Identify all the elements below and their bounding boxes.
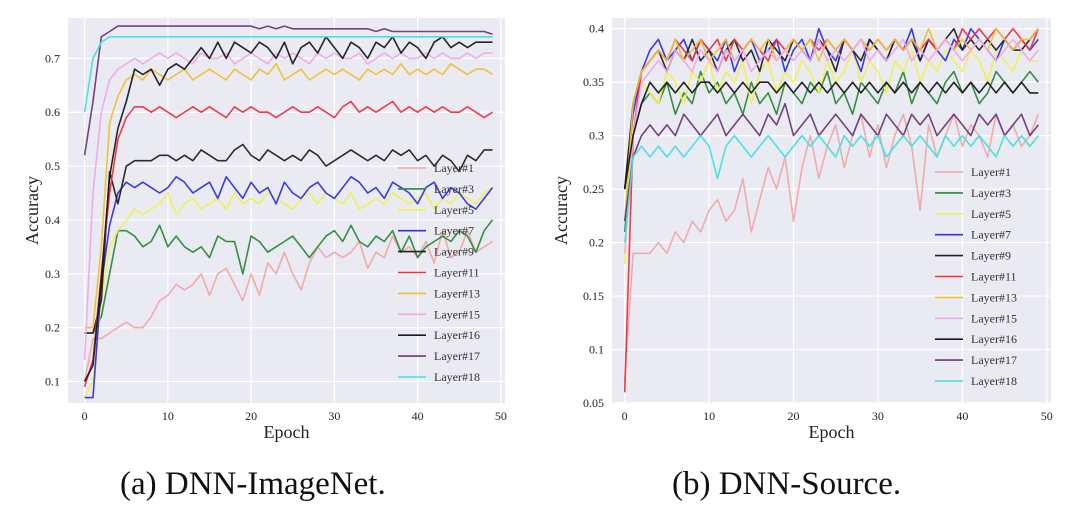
legend-label: Layer#16	[971, 332, 1017, 346]
x-tick-label: 20	[245, 409, 257, 423]
plot-area	[68, 18, 505, 403]
x-tick-label: 50	[1041, 409, 1053, 423]
series-line-10	[623, 102, 1039, 222]
y-axis-label: Accuracy	[22, 176, 42, 245]
series-line-7	[623, 27, 1039, 222]
y-tick-label: 0.3	[589, 129, 604, 143]
legend-label: Layer#5	[434, 203, 474, 217]
chart-2: 0 10 20 30 40 50 0.05 0.1 0.15 0.2 0.25 0.3 0.35 0.4 E…	[551, 18, 1053, 442]
x-tick-label: 0	[622, 409, 628, 423]
x-tick-label: 40	[412, 409, 424, 423]
series-line-10	[83, 25, 493, 156]
series-line-8	[623, 38, 1039, 254]
series-line-11	[623, 134, 1039, 243]
x-tick-label: 10	[703, 409, 715, 423]
y-axis-label: Accuracy	[551, 176, 571, 245]
y-tick-label: 0.6	[45, 105, 60, 119]
legend-label: Layer#18	[434, 370, 480, 384]
series-line-9	[83, 35, 493, 382]
series-line-7	[84, 62, 493, 329]
legend-label: Layer#3	[971, 186, 1011, 200]
series-line-6	[83, 100, 493, 388]
x-tick-label: 50	[495, 409, 507, 423]
legend-label: Layer#15	[971, 311, 1017, 325]
legend-label: Layer#18	[971, 374, 1017, 388]
legend-label: Layer#17	[434, 349, 480, 363]
x-tick-label: 20	[788, 409, 800, 423]
legend-label: Layer#9	[434, 245, 474, 259]
y-tick-label: 0.1	[45, 374, 60, 388]
legend-label: Layer#16	[434, 328, 480, 342]
legend-label: Layer#1	[434, 161, 474, 175]
y-tick-label: 0.05	[583, 396, 604, 410]
legend-label: Layer#3	[434, 182, 474, 196]
series-line-1	[623, 113, 1040, 382]
series-line-4	[84, 176, 494, 399]
y-tick-label: 0.4	[45, 213, 60, 227]
legend-label: Layer#7	[971, 228, 1011, 242]
series-line-3	[623, 49, 1039, 265]
series-line-5	[84, 143, 493, 334]
series-line-9	[623, 81, 1039, 190]
legend-label: Layer#13	[971, 290, 1017, 304]
legend-label: Layer#7	[434, 224, 474, 238]
x-axis-label: Epoch	[264, 422, 310, 442]
series-line-11	[83, 35, 493, 113]
legend-label: Layer#15	[434, 307, 480, 321]
caption-dnn-imagenet: (a) DNN-ImageNet.	[120, 466, 386, 502]
y-tick-label: 0.25	[583, 182, 604, 196]
series-line-3	[83, 186, 493, 398]
legend-label: Layer#17	[971, 353, 1017, 367]
x-tick-label: 0	[82, 409, 88, 423]
series-line-1	[83, 229, 493, 382]
series-line-5	[623, 27, 1039, 190]
caption-dnn-source: (b) DNN-Source.	[672, 466, 902, 502]
legend-label: Layer#11	[434, 266, 480, 280]
legend-label: Layer#11	[971, 270, 1017, 284]
y-tick-label: 0.15	[583, 289, 604, 303]
x-tick-label: 30	[872, 409, 884, 423]
x-axis-label: Epoch	[809, 422, 855, 442]
series-line-8	[83, 52, 493, 360]
chart-1: 0 10 20 30 40 50 0.1 0.2 0.3 0.4 0.5 0.6 0.7 Epoch Acc…	[22, 18, 507, 442]
y-tick-label: 0.5	[45, 159, 60, 173]
y-tick-label: 0.7	[45, 51, 60, 65]
legend-label: Layer#5	[971, 207, 1011, 221]
x-tick-label: 40	[956, 409, 968, 423]
y-tick-label: 0.2	[589, 236, 604, 250]
legend-label: Layer#13	[434, 286, 480, 300]
x-tick-label: 30	[328, 409, 340, 423]
series-line-2	[84, 219, 494, 334]
y-tick-label: 0.2	[45, 321, 60, 335]
x-tick-label: 10	[162, 409, 174, 423]
y-tick-label: 0.3	[45, 267, 60, 281]
y-tick-label: 0.4	[589, 22, 604, 36]
y-tick-label: 0.1	[589, 343, 604, 357]
legend-label: Layer#1	[971, 165, 1011, 179]
legend-label: Layer#9	[971, 249, 1011, 263]
y-tick-label: 0.35	[583, 75, 604, 89]
